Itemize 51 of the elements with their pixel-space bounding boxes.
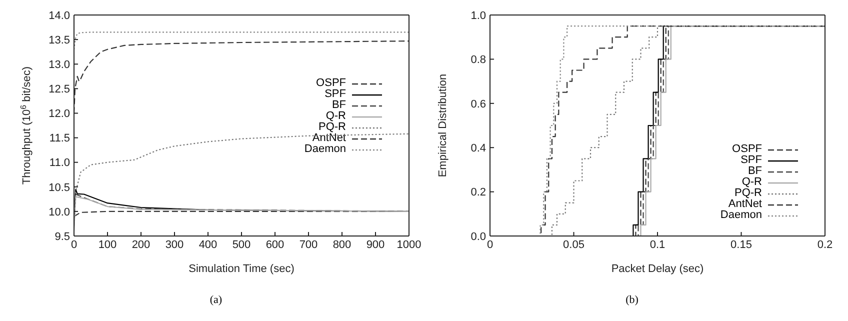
legend-label: PQ-R xyxy=(318,121,346,133)
y-tick-label: 12.0 xyxy=(48,108,70,120)
y-axis-title: Empirical Distribution xyxy=(437,74,449,178)
y-tick-label: 13.5 xyxy=(48,34,70,46)
y-tick-label: 10.5 xyxy=(48,182,70,194)
x-axis-title: Packet Delay (sec) xyxy=(611,263,704,275)
x-tick-label: 600 xyxy=(266,238,284,251)
x-tick-label: 200 xyxy=(132,238,150,251)
y-tick-label: 12.5 xyxy=(48,84,70,96)
y-tick-label: 0.6 xyxy=(470,98,486,110)
x-tick-label: 700 xyxy=(299,238,318,251)
y-tick-label: 1.0 xyxy=(470,10,486,22)
x-tick-label: 0 xyxy=(486,238,494,251)
x-axis-title: Simulation Time (sec) xyxy=(188,263,294,275)
y-tick-label: 0.8 xyxy=(470,54,486,66)
x-tick-label: 800 xyxy=(332,238,352,251)
legend-label: BF xyxy=(748,165,762,177)
x-tick-label: 0.05 xyxy=(563,238,584,251)
x-tick-label: 400 xyxy=(198,238,218,251)
legend-label: OSPF xyxy=(732,143,762,155)
x-tick-label: 900 xyxy=(366,238,385,251)
x-tick-label: 1000 xyxy=(396,238,422,251)
x-tick-label: 0.15 xyxy=(730,238,752,251)
legend-label: BF xyxy=(332,99,346,111)
text: (a) xyxy=(210,294,222,306)
x-tick-label: 500 xyxy=(232,238,251,251)
x-tick-label: 0 xyxy=(70,238,78,251)
legend-label: Daemon xyxy=(304,143,346,155)
y-tick-label: 0.2 xyxy=(470,186,486,199)
text: (b) xyxy=(626,294,638,306)
legend-label: Daemon xyxy=(720,209,762,221)
y-tick-label: 9.5 xyxy=(54,230,70,243)
y-tick-label: 11.5 xyxy=(49,132,70,145)
y-tick-label: 0.0 xyxy=(470,230,486,243)
legend-label: Q-R xyxy=(326,110,346,122)
y-tick-label: 0.4 xyxy=(470,142,486,155)
legend-label: PQ-R xyxy=(734,187,762,199)
x-tick-label: 100 xyxy=(98,238,117,251)
y-tick-label: 13.0 xyxy=(48,59,70,72)
legend-label: Q-R xyxy=(742,176,762,188)
x-tick-label: 300 xyxy=(165,238,184,251)
x-tick-label: 0.1 xyxy=(650,238,666,251)
x-tick-label: 0.2 xyxy=(817,238,833,251)
legend-label: AntNet xyxy=(312,132,346,144)
legend-label: SPF xyxy=(740,154,762,166)
y-tick-label: 14.0 xyxy=(48,10,70,22)
y-tick-label: 11.0 xyxy=(49,157,70,170)
legend-label: AntNet xyxy=(728,198,762,210)
legend-label: OSPF xyxy=(316,77,346,89)
legend-label: SPF xyxy=(324,88,346,100)
y-tick-label: 10.0 xyxy=(48,206,70,218)
